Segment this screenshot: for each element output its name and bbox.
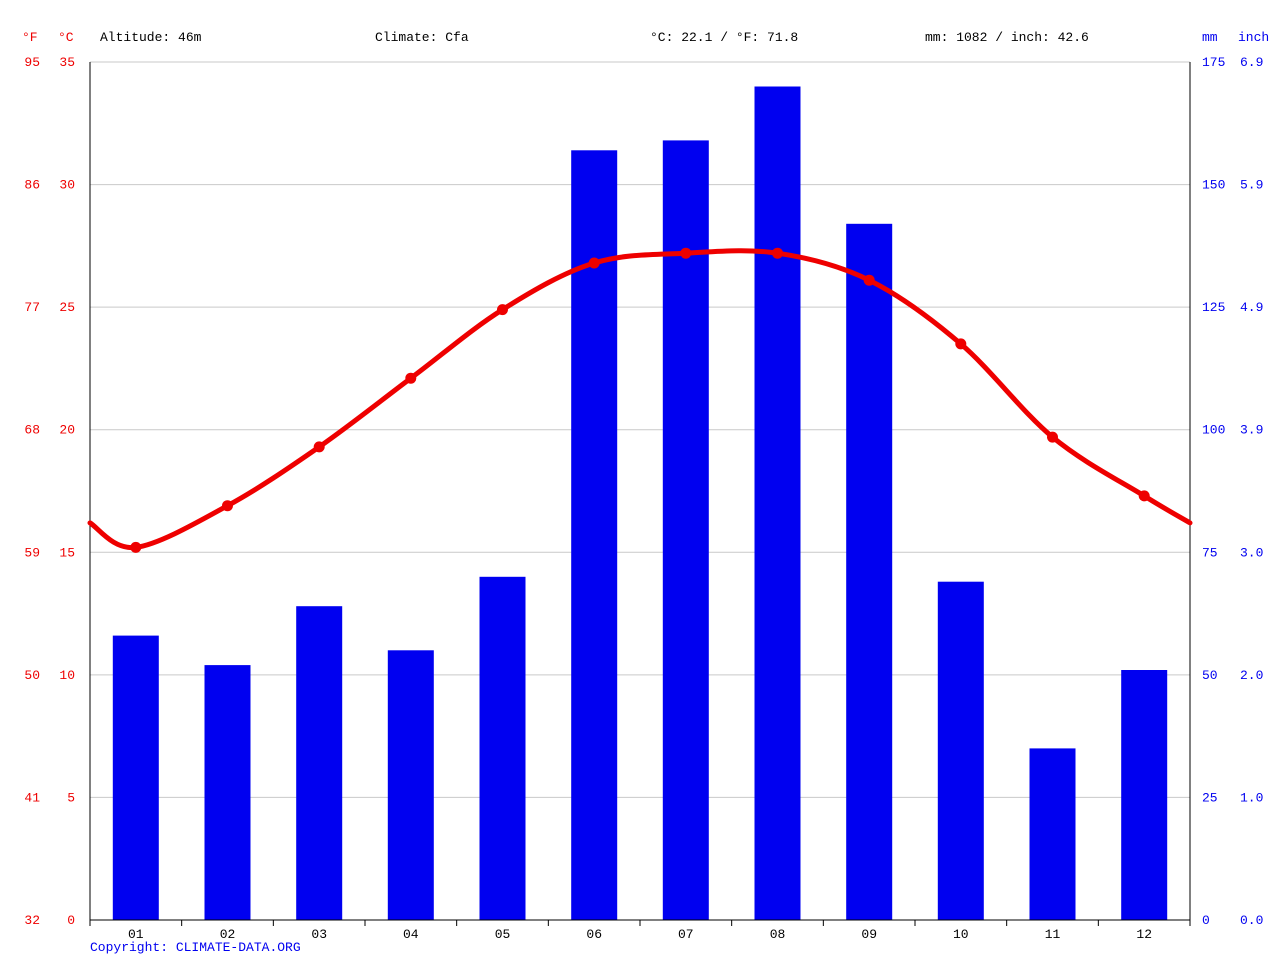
inch-axis-tick: 5.9 bbox=[1240, 178, 1263, 193]
precip-bar bbox=[662, 140, 709, 920]
precip-bar bbox=[754, 86, 801, 920]
temperature-point bbox=[222, 500, 233, 512]
temperature-point bbox=[405, 372, 417, 384]
mm-axis-tick: 25 bbox=[1202, 790, 1218, 805]
f-axis-tick: 77 bbox=[24, 300, 40, 315]
temperature-point bbox=[1047, 431, 1058, 443]
mm-axis-tick: 125 bbox=[1202, 300, 1225, 315]
inch-axis-tick: 4.9 bbox=[1240, 300, 1263, 315]
f-axis-tick: 86 bbox=[24, 178, 40, 193]
precip-bar bbox=[204, 665, 251, 920]
c-axis-tick: 10 bbox=[59, 668, 75, 683]
month-label: 08 bbox=[770, 927, 786, 942]
c-axis-header: °C bbox=[58, 30, 74, 45]
month-label: 01 bbox=[128, 927, 144, 942]
precip-bar bbox=[112, 635, 159, 920]
temperature-point bbox=[130, 541, 142, 553]
precip-bar bbox=[1121, 670, 1168, 920]
precip-bar bbox=[937, 581, 984, 920]
inch-axis-tick: 6.9 bbox=[1240, 55, 1263, 70]
inch-axis-tick: 1.0 bbox=[1240, 790, 1263, 805]
climate-class-label: Climate: Cfa bbox=[375, 30, 469, 45]
c-axis-tick: 35 bbox=[59, 55, 75, 70]
temperature-point bbox=[863, 274, 875, 286]
copyright: Copyright: CLIMATE-DATA.ORG bbox=[90, 940, 301, 955]
c-axis-tick: 25 bbox=[59, 300, 75, 315]
total-precip-label: mm: 1082 / inch: 42.6 bbox=[925, 30, 1089, 45]
inch-axis-header: inch bbox=[1238, 30, 1270, 45]
month-label: 12 bbox=[1136, 927, 1152, 942]
month-label: 07 bbox=[678, 927, 694, 942]
copyright-link[interactable]: CLIMATE-DATA.ORG bbox=[175, 940, 301, 955]
temperature-point bbox=[772, 247, 783, 259]
precip-bar bbox=[296, 606, 343, 920]
month-label: 05 bbox=[495, 927, 511, 942]
temperature-line bbox=[87, 248, 1193, 550]
precip-bar bbox=[479, 576, 526, 920]
mm-axis-tick: 100 bbox=[1202, 423, 1225, 438]
f-axis-tick: 59 bbox=[24, 545, 40, 560]
c-axis-tick: 5 bbox=[67, 790, 75, 805]
c-axis-tick: 20 bbox=[59, 423, 75, 438]
c-axis-tick: 0 bbox=[67, 913, 75, 928]
mm-axis-tick: 175 bbox=[1202, 55, 1225, 70]
inch-axis-tick: 0.0 bbox=[1240, 913, 1263, 928]
f-axis-tick: 32 bbox=[24, 913, 40, 928]
month-label: 10 bbox=[953, 927, 969, 942]
copyright-prefix: Copyright: bbox=[90, 940, 176, 955]
temperature-point bbox=[680, 247, 692, 259]
c-axis-tick: 30 bbox=[59, 178, 75, 193]
altitude-label: Altitude: 46m bbox=[100, 30, 202, 45]
f-axis-header: °F bbox=[22, 30, 38, 45]
inch-axis-tick: 3.0 bbox=[1240, 545, 1263, 560]
precip-bar bbox=[571, 150, 618, 921]
temperature-point bbox=[497, 304, 508, 316]
precip-bar bbox=[846, 223, 893, 921]
precip-bar bbox=[387, 650, 434, 920]
c-axis-tick: 15 bbox=[59, 545, 75, 560]
month-label: 02 bbox=[220, 927, 236, 942]
mm-axis-tick: 50 bbox=[1202, 668, 1218, 683]
temperature-point bbox=[1138, 490, 1150, 502]
inch-axis-tick: 3.9 bbox=[1240, 423, 1263, 438]
f-axis-tick: 95 bbox=[24, 55, 40, 70]
mm-axis-tick: 0 bbox=[1202, 913, 1210, 928]
month-label: 03 bbox=[311, 927, 327, 942]
month-label: 11 bbox=[1045, 927, 1061, 942]
inch-axis-tick: 2.0 bbox=[1240, 668, 1263, 683]
mm-axis-header: mm bbox=[1202, 30, 1218, 45]
temperature-point bbox=[313, 441, 325, 453]
temperature-point bbox=[955, 338, 967, 350]
month-label: 04 bbox=[403, 927, 419, 942]
f-axis-tick: 68 bbox=[24, 423, 40, 438]
mm-axis-tick: 75 bbox=[1202, 545, 1218, 560]
avg-temp-label: °C: 22.1 / °F: 71.8 bbox=[650, 30, 799, 45]
f-axis-tick: 50 bbox=[24, 668, 40, 683]
mm-axis-tick: 150 bbox=[1202, 178, 1225, 193]
f-axis-tick: 41 bbox=[24, 790, 40, 805]
month-label: 09 bbox=[861, 927, 877, 942]
month-label: 06 bbox=[586, 927, 602, 942]
temperature-point bbox=[588, 257, 600, 269]
precip-bar bbox=[1029, 748, 1076, 920]
